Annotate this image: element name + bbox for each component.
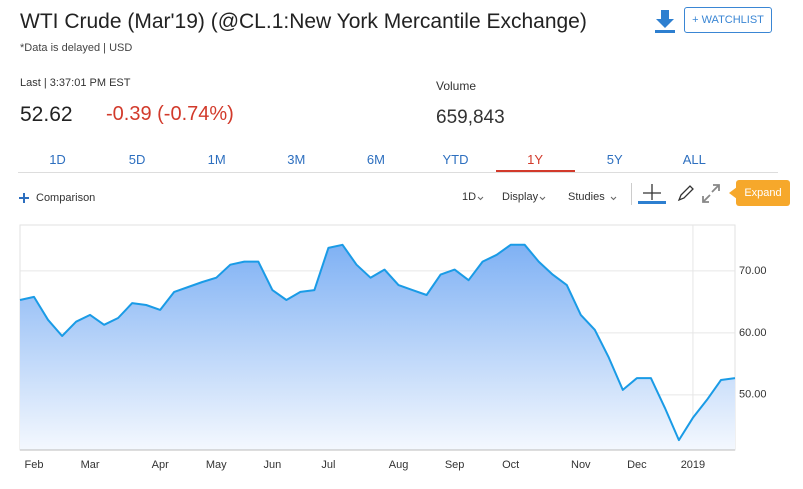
title: WTI Crude (Mar'19) (@CL.1:New York Merca… xyxy=(20,10,587,33)
price-line xyxy=(19,243,736,442)
watchlist-button[interactable]: + WATCHLIST xyxy=(684,7,772,33)
x-tick-label: 2019 xyxy=(681,459,705,471)
change: -0.39 (-0.74%) xyxy=(106,103,234,125)
price: 52.62 xyxy=(20,103,73,126)
range-tab[interactable]: 1D xyxy=(49,152,66,167)
download-icon[interactable] xyxy=(654,8,676,34)
expand-button[interactable]: Expand xyxy=(736,180,790,206)
tool-icons[interactable] xyxy=(637,181,737,205)
x-tick-label: Oct xyxy=(502,459,519,471)
last-label: Last | 3:37:01 PM EST xyxy=(20,77,131,89)
studies[interactable]: Studies xyxy=(568,191,605,203)
chart: 50.00 60.00 70.00 Feb Mar Apr May Jun Jul Aug Sep O… xyxy=(19,224,767,471)
y-tick-label: 50.00 xyxy=(739,389,767,401)
y-tick-label: 60.00 xyxy=(739,327,767,339)
x-tick-label: Jul xyxy=(321,459,335,471)
x-tick-label: May xyxy=(206,459,227,471)
x-tick-label: Sep xyxy=(445,459,465,471)
subtitle: *Data is delayed | USD xyxy=(20,42,133,54)
x-tick-label: Feb xyxy=(25,459,44,471)
x-tick-label: Mar xyxy=(81,459,100,471)
range-tab[interactable]: 5Y xyxy=(606,152,623,167)
x-tick-label: Jun xyxy=(263,459,281,471)
interval[interactable]: 1D xyxy=(462,191,477,203)
comparison[interactable]: Comparison xyxy=(36,192,96,204)
x-tick-label: Aug xyxy=(389,459,409,471)
range-tab[interactable]: ALL xyxy=(682,152,706,167)
plus-icon xyxy=(19,193,29,203)
area-fill xyxy=(20,244,735,450)
volume: 659,843 xyxy=(436,107,505,128)
volume-label: Volume xyxy=(436,79,477,93)
x-tick-label: Nov xyxy=(571,459,591,471)
y-tick-label: 70.00 xyxy=(739,265,767,277)
range-tab[interactable]: YTD xyxy=(442,152,469,167)
range-tab[interactable]: 6M xyxy=(366,152,385,167)
display[interactable]: Display xyxy=(502,191,539,203)
x-tick-label: Dec xyxy=(627,459,647,471)
range-tab[interactable]: 1M xyxy=(207,152,226,167)
expand-arrow xyxy=(729,187,737,199)
separator xyxy=(631,183,632,205)
range-tab[interactable]: 3M xyxy=(287,152,306,167)
x-tick-label: Apr xyxy=(152,459,169,471)
range-tab[interactable]: 5D xyxy=(128,152,146,167)
chevrons xyxy=(477,196,617,201)
range-tab[interactable]: 1Y xyxy=(495,152,575,172)
range-tabs: 1D 5D 1M 3M 6M YTD 1Y 5Y ALL xyxy=(18,150,778,173)
